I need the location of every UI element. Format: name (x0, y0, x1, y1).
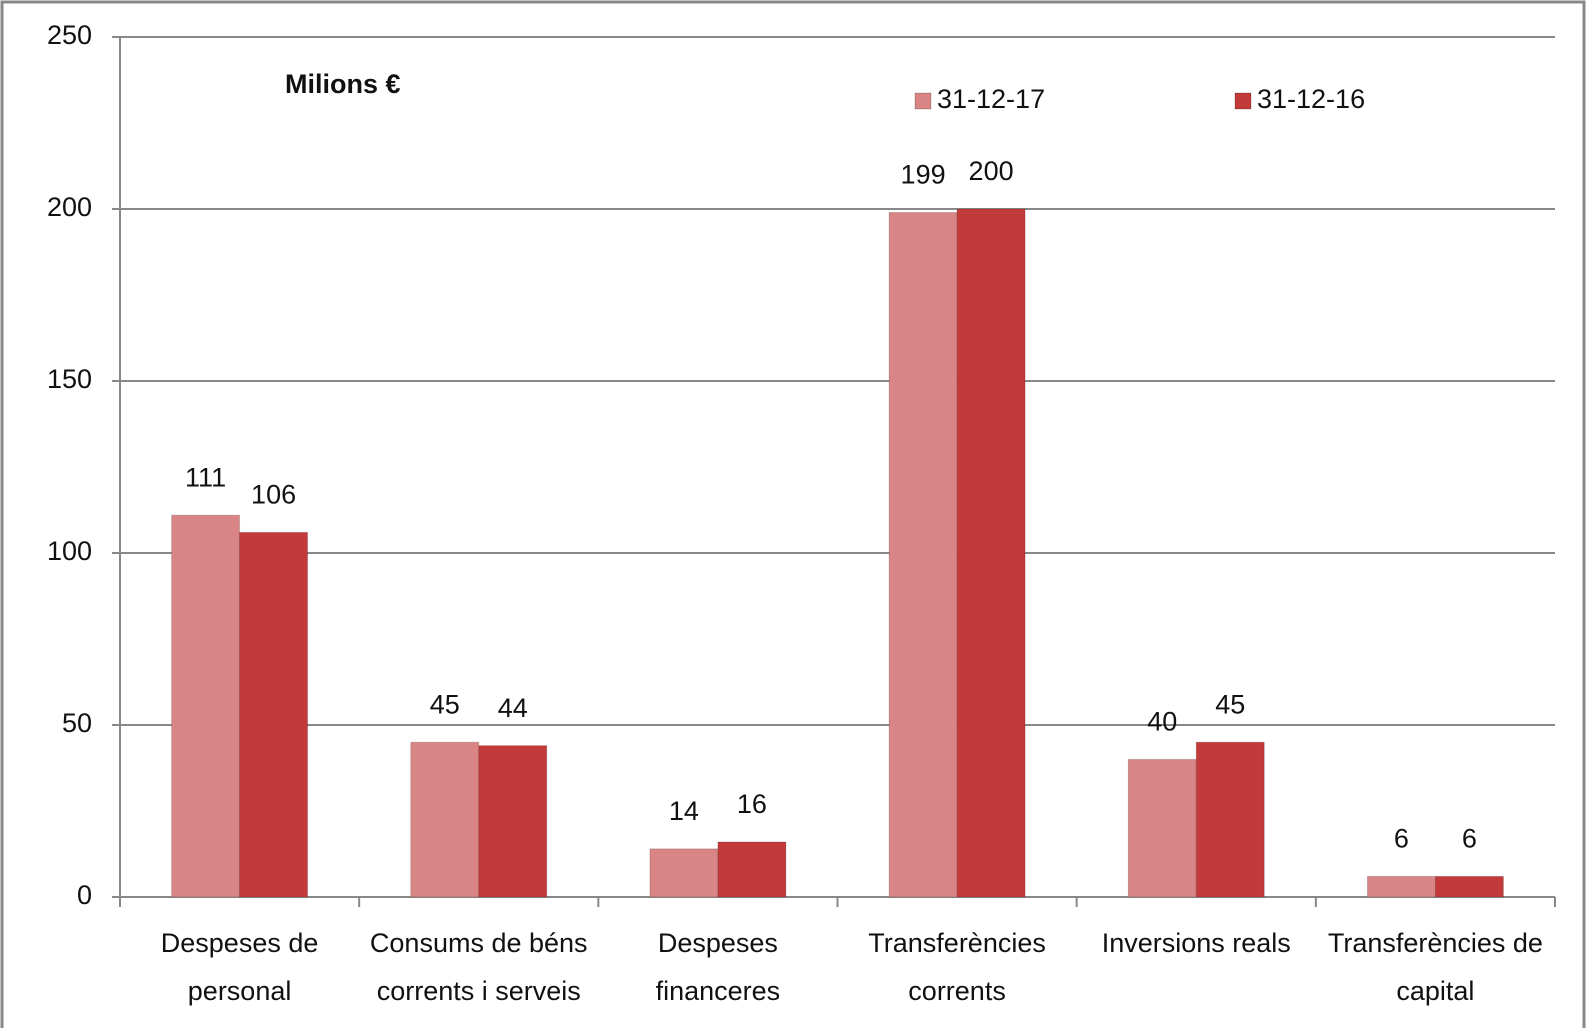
legend-label: 31-12-16 (1257, 84, 1365, 114)
legend-label: 31-12-17 (937, 84, 1045, 114)
y-tick-label: 0 (77, 880, 92, 910)
bar (956, 208, 1026, 898)
data-label: 111 (185, 462, 226, 492)
bar (888, 211, 958, 898)
y-tick-label: 250 (47, 20, 92, 50)
bar (171, 514, 241, 898)
bar (1434, 875, 1504, 898)
bar (649, 848, 719, 898)
bar (717, 841, 787, 898)
y-tick-label: 150 (47, 364, 92, 394)
legend-swatch (914, 92, 932, 110)
data-label: 45 (1215, 689, 1245, 719)
bar (410, 741, 480, 898)
x-tick-label: Despeses financeres (655, 928, 781, 1006)
bar (1127, 758, 1197, 898)
bar (1366, 875, 1436, 898)
data-label: 16 (737, 789, 767, 819)
data-label: 200 (969, 156, 1014, 186)
data-label: 45 (430, 689, 460, 719)
bar (1195, 741, 1265, 898)
data-label: 44 (498, 693, 528, 723)
data-label: 106 (251, 479, 296, 509)
annotation: Milions € (285, 69, 401, 99)
data-label: 40 (1147, 707, 1177, 737)
x-tick-label: Transferències corrents (868, 928, 1046, 1006)
y-tick-label: 100 (47, 536, 92, 566)
x-tick-label: Transferències de capital (1327, 928, 1543, 1006)
y-tick-label: 200 (47, 192, 92, 222)
legend-swatch (1234, 92, 1252, 110)
data-label: 199 (901, 160, 946, 190)
bar (478, 745, 548, 898)
y-tick-label: 50 (62, 708, 92, 738)
data-label: 6 (1462, 823, 1477, 853)
data-label: 6 (1394, 823, 1409, 853)
x-tick-label: Inversions reals (1101, 928, 1291, 958)
x-tick-label: Despeses de personal (160, 928, 319, 1006)
data-label: 14 (669, 796, 699, 826)
x-tick-label: Consums de béns corrents i serveis (369, 928, 588, 1006)
bar (239, 531, 309, 898)
